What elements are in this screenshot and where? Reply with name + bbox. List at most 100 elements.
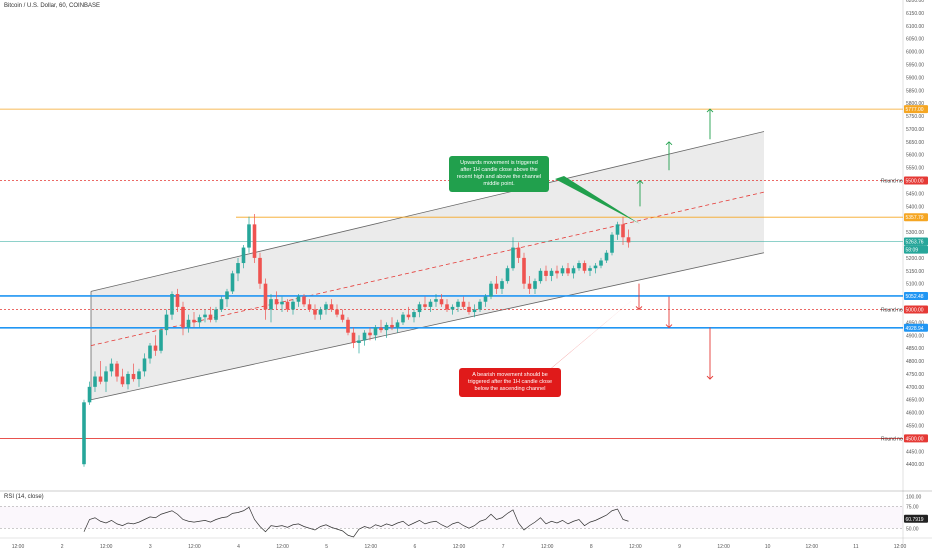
price-label-5: 5052.48 <box>906 294 924 300</box>
y-tick-0: 4400.00 <box>906 462 924 468</box>
candle-body-86 <box>555 270 559 274</box>
candle-body-48 <box>346 319 350 333</box>
candle-body-56 <box>390 324 394 328</box>
candle-body-29 <box>241 247 246 264</box>
up-arrow-1-head <box>636 179 644 184</box>
candle-body-31 <box>252 224 257 258</box>
price-label-2: 5357.79 <box>906 215 924 221</box>
candle-body-28 <box>236 263 240 274</box>
bearish-annotation[interactable]: A bearish movement should be triggered a… <box>459 368 561 397</box>
candle-body-38 <box>291 301 295 310</box>
y-tick-15: 5150.00 <box>906 269 924 275</box>
candle-body-50 <box>357 340 361 343</box>
y-tick-8: 4800.00 <box>906 359 924 365</box>
down-arrow-1-head <box>635 306 643 311</box>
channel-middle-line <box>90 191 765 346</box>
candle-body-39 <box>296 296 301 302</box>
candle-body-47 <box>340 314 345 320</box>
candle-body-99 <box>626 237 631 243</box>
price-label-box-7 <box>904 323 928 332</box>
candle-body-14 <box>159 330 163 351</box>
candle-body-77 <box>505 268 510 282</box>
ascending-channel-fill <box>91 131 764 400</box>
candle-body-81 <box>527 283 532 289</box>
rsi-tick-0: 50.00 <box>906 526 919 532</box>
x-tick-3: 3 <box>149 544 152 550</box>
candle-body-26 <box>225 291 229 300</box>
down-arrow-2-head <box>665 324 673 329</box>
candle-body-30 <box>247 224 251 248</box>
x-tick-15: 9 <box>678 544 681 550</box>
rsi-band <box>0 506 903 529</box>
candle-body-58 <box>401 314 405 323</box>
x-tick-19: 11 <box>853 544 858 550</box>
candle-body-40 <box>302 296 306 305</box>
candle-body-0 <box>82 402 86 465</box>
candle-body-7 <box>120 376 125 385</box>
x-tick-13: 8 <box>590 544 593 550</box>
x-tick-18: 12:00 <box>806 544 819 550</box>
candle-body-83 <box>538 270 543 282</box>
candle-body-66 <box>445 304 449 310</box>
candle-body-98 <box>621 224 625 238</box>
y-tick-32: 6000.00 <box>906 50 924 56</box>
candle-body-49 <box>351 332 356 343</box>
up-arrow-2-head <box>665 141 673 146</box>
candle-body-24 <box>214 309 218 320</box>
candle-body-21 <box>197 317 202 323</box>
y-tick-14: 5100.00 <box>906 282 924 288</box>
y-tick-4: 4600.00 <box>906 411 924 417</box>
candle-body-2 <box>93 376 97 387</box>
candle-body-69 <box>461 301 466 307</box>
candle-body-4 <box>104 371 108 382</box>
candle-body-82 <box>533 281 537 289</box>
candle-body-15 <box>164 314 169 331</box>
x-tick-7: 5 <box>325 544 328 550</box>
x-tick-9: 6 <box>414 544 417 550</box>
candle-body-60 <box>412 312 416 318</box>
candle-body-51 <box>362 332 367 341</box>
candle-body-72 <box>478 301 482 310</box>
candle-body-68 <box>456 301 460 307</box>
upward-pointer <box>555 176 640 224</box>
y-tick-3: 4550.00 <box>906 424 924 430</box>
price-label-0: 5777.00 <box>906 107 924 113</box>
x-tick-0: 12:00 <box>12 544 25 550</box>
candle-body-8 <box>126 373 130 385</box>
price-label-box-2 <box>904 213 928 222</box>
candle-body-84 <box>544 270 548 276</box>
candle-body-63 <box>428 301 433 307</box>
x-tick-12: 12:00 <box>541 544 554 550</box>
candle-body-94 <box>599 260 603 266</box>
channel-lower-line <box>90 252 765 401</box>
candle-body-34 <box>269 299 273 310</box>
candle-body-33 <box>263 283 268 310</box>
y-tick-10: 4900.00 <box>906 333 924 339</box>
y-tick-36: 6200.00 <box>906 0 924 4</box>
y-tick-34: 6100.00 <box>906 24 924 30</box>
round-label-2: Round no <box>881 436 903 442</box>
price-label-box-3 <box>904 237 928 246</box>
candle-body-37 <box>285 301 290 310</box>
down-arrow-3-head <box>706 375 714 380</box>
candle-body-65 <box>439 299 444 305</box>
price-label-box-4 <box>904 245 928 254</box>
y-tick-5: 4650.00 <box>906 398 924 404</box>
candle-body-88 <box>566 268 570 274</box>
candle-body-54 <box>379 327 383 331</box>
candle-body-25 <box>219 299 224 310</box>
price-label-3: 5263.76 <box>906 239 924 245</box>
candle-body-97 <box>615 224 620 235</box>
candle-body-9 <box>131 373 136 380</box>
candle-body-3 <box>98 376 103 382</box>
price-label-box-1 <box>904 176 928 185</box>
candle-body-87 <box>560 268 565 274</box>
upward-annotation[interactable]: Upwards movement is triggered after 1H c… <box>449 156 549 192</box>
x-tick-11: 7 <box>502 544 505 550</box>
x-tick-10: 12:00 <box>453 544 466 550</box>
price-label-6: 5000.00 <box>906 307 924 313</box>
candle-body-18 <box>181 306 185 328</box>
candle-body-93 <box>593 265 598 269</box>
y-tick-25: 5650.00 <box>906 140 924 146</box>
